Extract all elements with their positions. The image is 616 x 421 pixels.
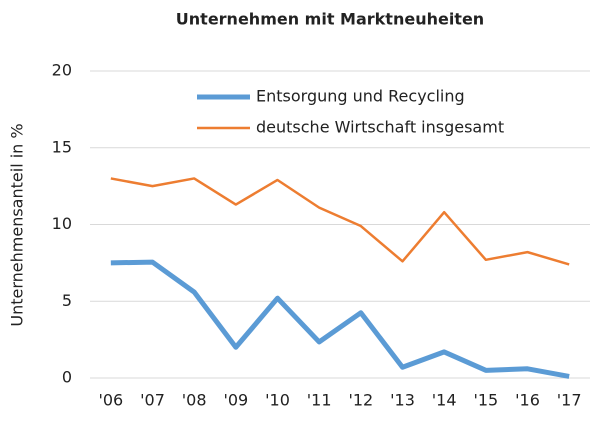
y-tick-label: 15 xyxy=(52,137,72,156)
x-tick-label: '09 xyxy=(223,391,248,410)
x-tick-label: '07 xyxy=(140,391,165,410)
y-tick-label: 10 xyxy=(52,214,72,233)
x-tick-label: '12 xyxy=(348,391,373,410)
x-tick-label: '14 xyxy=(432,391,457,410)
x-tick-label: '08 xyxy=(182,391,207,410)
series-line xyxy=(110,259,570,379)
x-tick-label: '06 xyxy=(98,391,123,410)
x-tick-label: '10 xyxy=(265,391,290,410)
legend-label: Entsorgung und Recycling xyxy=(256,87,465,106)
x-tick-label: '15 xyxy=(473,391,498,410)
y-axis-label: Unternehmensanteil in % xyxy=(8,123,27,326)
y-tick-label: 0 xyxy=(62,368,72,387)
legend-label: deutsche Wirtschaft insgesamt xyxy=(256,118,504,137)
x-tick-label: '11 xyxy=(307,391,332,410)
y-tick-label: 20 xyxy=(52,61,72,80)
x-tick-label: '13 xyxy=(390,391,415,410)
chart-title: Unternehmen mit Marktneuheiten xyxy=(176,10,484,29)
x-tick-label: '16 xyxy=(515,391,540,410)
y-tick-label: 5 xyxy=(62,291,72,310)
x-tick-label: '17 xyxy=(557,391,582,410)
series-line xyxy=(110,177,570,266)
